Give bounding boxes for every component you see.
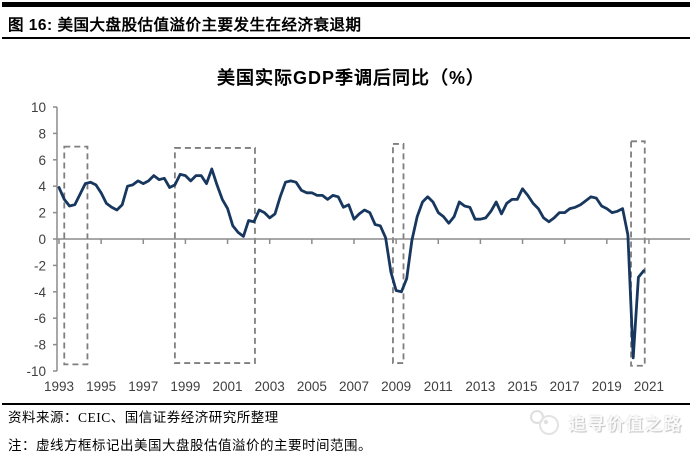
figure-title: 美国大盘股估值溢价主要发生在经济衰退期 [57, 17, 362, 34]
y-tick-label: -4 [34, 285, 46, 300]
x-tick-label: 2017 [550, 379, 580, 394]
x-tick-label: 2009 [381, 379, 411, 394]
watermark-text: 追寻价值之路 [569, 414, 683, 434]
x-tick-label: 1997 [128, 379, 158, 394]
brand-logo-icon [530, 410, 559, 435]
x-tick-label: 2005 [297, 379, 327, 394]
x-tick-label: 2001 [213, 379, 243, 394]
y-tick-label: 6 [38, 153, 46, 168]
top-border-bar [2, 2, 690, 7]
recession-box [173, 147, 256, 364]
y-tick-label: 8 [38, 126, 46, 141]
watermark: 追寻价值之路 [529, 406, 683, 438]
x-tick-label: 1999 [170, 379, 200, 394]
source-note: 资料来源：CEIC、国信证券经济研究所整理 [8, 410, 279, 425]
x-tick-label: 2007 [339, 379, 369, 394]
recession-box [392, 143, 405, 364]
x-tick-label: 2013 [465, 379, 495, 394]
x-tick-label: 2015 [508, 379, 538, 394]
y-tick-label: 10 [31, 100, 46, 115]
y-tick-label: -2 [34, 258, 46, 273]
y-tick-label: 4 [38, 179, 46, 194]
y-tick-label: 0 [38, 232, 46, 247]
y-tick-label: -10 [26, 364, 46, 379]
recession-box [63, 145, 89, 366]
y-tick-label: -8 [34, 338, 46, 353]
x-tick-label: 2011 [424, 379, 453, 394]
x-tick-label: 2019 [592, 379, 622, 394]
figure-label: 图 16: [8, 17, 53, 34]
figure-header: 图 16: 美国大盘股估值溢价主要发生在经济衰退期 [8, 13, 362, 35]
recession-box [630, 140, 646, 367]
x-tick-label: 1995 [86, 379, 116, 394]
chart-title: 美国实际GDP季调后同比（%） [216, 68, 485, 88]
footer-divider [2, 403, 690, 405]
x-tick-label: 1993 [44, 379, 74, 394]
x-tick-label: 2003 [255, 379, 285, 394]
y-tick-label: 2 [38, 206, 46, 221]
x-tick-label: 2021 [634, 379, 664, 394]
gdp-line [57, 167, 646, 360]
header-divider [2, 37, 690, 39]
annotation-note: 注：虚线方框标记出美国大盘股估值溢价的主要时间范围。 [8, 438, 372, 453]
y-tick-label: -6 [34, 311, 46, 326]
